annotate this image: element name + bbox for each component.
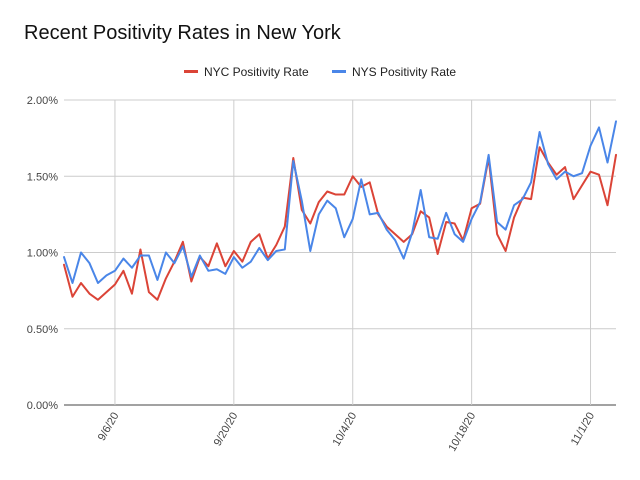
- legend-swatch-nys: [332, 70, 346, 73]
- y-tick-label: 0.00%: [27, 400, 58, 412]
- x-tick-label: 11/1/20: [569, 411, 597, 448]
- chart-legend: NYC Positivity Rate NYS Positivity Rate: [0, 62, 640, 79]
- x-tick-label: 10/18/20: [446, 410, 478, 453]
- legend-item-nys: NYS Positivity Rate: [332, 65, 456, 79]
- x-tick-label: 9/6/20: [96, 411, 122, 443]
- legend-label-nyc: NYC Positivity Rate: [203, 64, 309, 79]
- y-tick-label: 2.00%: [27, 95, 58, 107]
- legend-label-nys: NYS Positivity Rate: [352, 64, 457, 79]
- x-tick-label: 10/4/20: [331, 411, 360, 449]
- y-tick-label: 1.00%: [27, 248, 58, 260]
- legend-swatch-nyc: [183, 70, 198, 73]
- chart-title: Recent Positivity Rates in New York: [24, 22, 341, 44]
- x-tick-label: 9/20/20: [212, 411, 241, 449]
- legend-item-nyc: NYC Positivity Rate: [183, 64, 309, 79]
- y-tick-label: 1.50%: [27, 171, 58, 183]
- series-line-nys: [63, 120, 617, 284]
- y-tick-label: 0.50%: [27, 324, 58, 336]
